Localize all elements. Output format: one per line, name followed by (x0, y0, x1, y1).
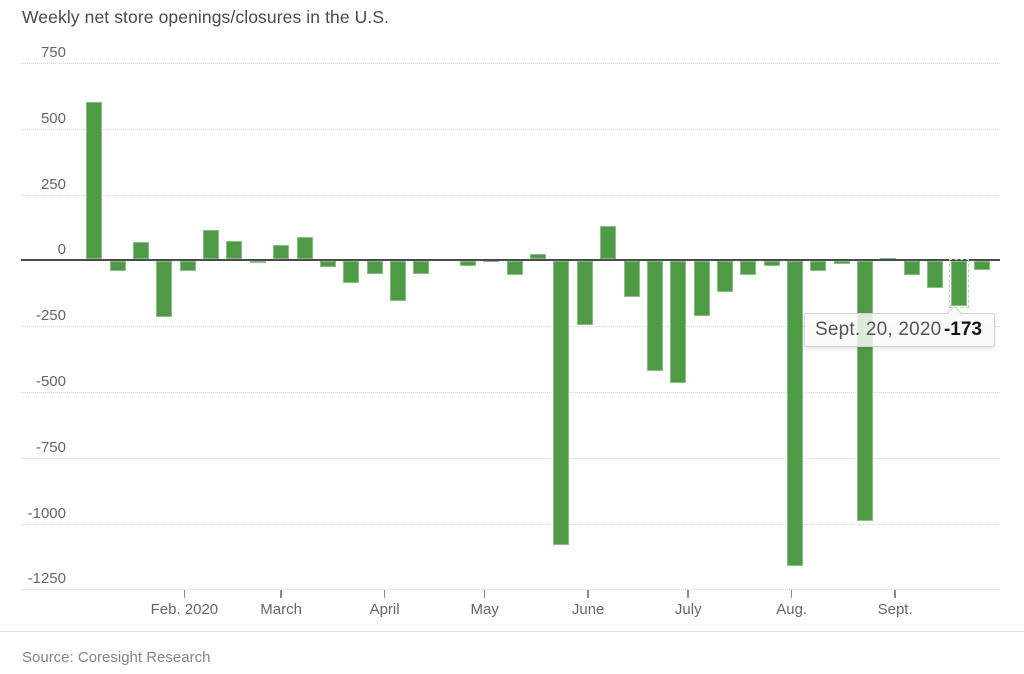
bar-jan-26-2020[interactable] (156, 261, 173, 317)
bar-feb-9-2020[interactable] (203, 230, 220, 260)
bar-feb-16-2020[interactable] (226, 240, 243, 260)
y-axis-label: -250 (35, 307, 66, 325)
bar-aug-23-2020[interactable] (857, 261, 874, 521)
month-tick (183, 590, 186, 598)
gridline (21, 523, 1000, 525)
bar-jan-12-2020[interactable] (109, 261, 126, 271)
bar-may-24-2020[interactable] (553, 261, 570, 545)
y-axis-label: -500 (35, 373, 66, 390)
gridline (21, 63, 1000, 64)
source-note: Source: Coresight Research (22, 649, 211, 666)
gridline (21, 589, 1000, 591)
bar-jan-5-2020[interactable] (86, 102, 103, 260)
bar-july-26-2020[interactable] (763, 261, 780, 266)
bottom-rule (0, 631, 1024, 632)
bar-aug-30-2020[interactable] (880, 257, 897, 260)
y-axis-label: -1000 (27, 504, 66, 522)
month-label: March (260, 601, 302, 618)
tooltip-date: Sept. 20, 2020 (815, 319, 942, 340)
y-axis-label: -1250 (27, 570, 66, 588)
bar-march-15-2020[interactable] (319, 261, 336, 267)
y-axis-label: 250 (40, 175, 66, 193)
month-tick (280, 590, 282, 598)
bar-march-1-2020[interactable] (273, 244, 290, 260)
month-tick (587, 590, 589, 598)
chart-title: Weekly net store openings/closures in th… (22, 7, 390, 27)
bar-aug-2-2020[interactable] (787, 261, 803, 566)
month-tick (894, 590, 896, 598)
month-label: June (571, 601, 605, 618)
bar-april-12-2020[interactable] (413, 261, 430, 274)
bar-sept-27-2020[interactable] (973, 261, 990, 270)
y-axis-label: -750 (35, 438, 66, 456)
tooltip: Sept. 20, 2020 -173 (804, 305, 995, 347)
bar-sept-6-2020[interactable] (903, 261, 920, 275)
bar-march-8-2020[interactable] (296, 236, 313, 260)
bar-july-5-2020[interactable] (693, 261, 710, 316)
bar-june-7-2020[interactable] (600, 226, 617, 260)
month-label: Feb. 2020 (150, 601, 219, 618)
bar-feb-23-2020[interactable] (249, 261, 266, 264)
y-axis-label: 0 (57, 241, 66, 259)
gridline (21, 457, 1000, 459)
tooltip-value: -173 (943, 319, 982, 340)
gridline (21, 128, 1000, 130)
month-tick (687, 590, 689, 598)
zero-line (21, 259, 1000, 262)
bar-june-21-2020[interactable] (646, 261, 663, 371)
y-axis-label: 500 (40, 109, 66, 127)
month-label: April (369, 601, 400, 618)
bar-july-12-2020[interactable] (716, 261, 733, 292)
bar-may-31-2020[interactable] (576, 261, 593, 325)
bar-april-26-2020[interactable] (460, 261, 476, 267)
bar-june-14-2020[interactable] (623, 261, 640, 298)
gridline (21, 392, 1000, 393)
gridline (21, 194, 1000, 196)
month-label: Sept. (877, 601, 913, 618)
month-tick (483, 590, 486, 598)
bar-aug-9-2020[interactable] (810, 261, 827, 271)
bar-sept-20-2020[interactable] (948, 259, 969, 308)
bar-june-28-2020[interactable] (670, 261, 687, 383)
gridline (21, 326, 1000, 328)
bar-feb-2-2020[interactable] (179, 261, 196, 271)
bar-sept-13-2020[interactable] (927, 261, 944, 289)
bar-april-5-2020[interactable] (389, 261, 406, 302)
bar-jan-19-2020[interactable] (133, 241, 149, 260)
bar-aug-16-2020[interactable] (833, 261, 850, 265)
bar-march-22-2020[interactable] (343, 261, 360, 283)
y-axis-label: 750 (40, 44, 66, 61)
month-tick (383, 590, 386, 598)
month-tick (790, 590, 793, 598)
bar-may-10-2020[interactable] (506, 261, 523, 275)
plot-area: Sept. 20, 2020 -173 750 500 250 0 -250 -500 -7… (21, 44, 1000, 618)
bar-march-29-2020[interactable] (366, 261, 383, 274)
bar-july-19-2020[interactable] (740, 261, 757, 275)
month-label: Aug. (776, 601, 808, 618)
bar-may-17-2020[interactable] (530, 253, 547, 260)
month-label: May (470, 601, 499, 618)
bar-may-3-2020[interactable] (483, 261, 500, 263)
month-label: July (674, 601, 702, 618)
